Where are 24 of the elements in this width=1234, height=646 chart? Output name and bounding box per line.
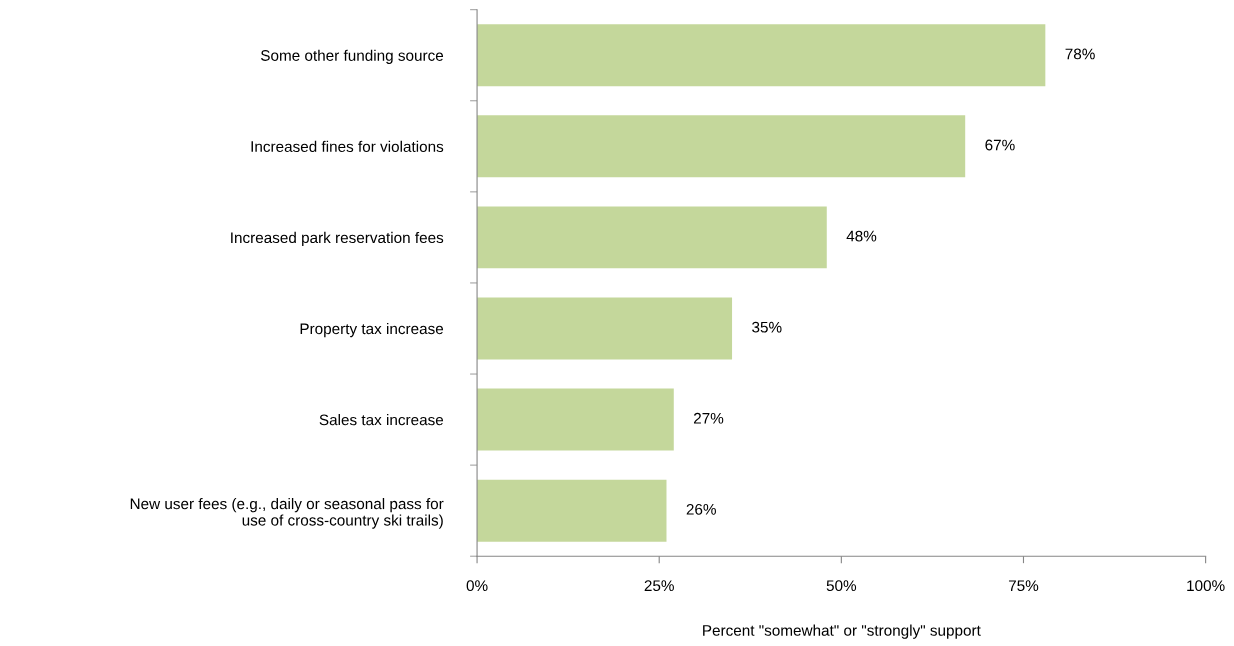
bar <box>477 24 1046 87</box>
bar <box>477 297 733 360</box>
y-tick-label: Increased park reservation fees <box>231 231 444 247</box>
x-tick-label: 25% <box>644 580 674 592</box>
data-label: 27% <box>693 412 724 424</box>
data-label: 48% <box>846 230 877 242</box>
x-tick-label: 100% <box>1187 580 1225 592</box>
y-tick-label: New user fees (e.g., daily or seasonal pass for use of cross-country ski trails) <box>130 498 444 529</box>
x-axis-title: Percent "somewhat" or "strongly" support <box>703 624 981 639</box>
bar <box>477 115 966 178</box>
x-tick-label: 0% <box>466 580 488 592</box>
bar <box>477 388 674 451</box>
data-label: 26% <box>686 503 716 515</box>
y-tick-label: Some other funding source <box>260 49 444 64</box>
y-tick-label: Sales tax increase <box>319 414 444 426</box>
bar <box>477 206 827 269</box>
bar <box>477 479 667 542</box>
x-tick-label: 50% <box>826 580 857 592</box>
y-tick-label: Property tax increase <box>300 322 444 338</box>
data-label: 35% <box>752 321 782 333</box>
x-tick-label: 75% <box>1008 580 1039 592</box>
y-tick-label: Increased fines for violations <box>251 140 444 153</box>
data-label: 67% <box>985 139 1015 151</box>
data-label: 78% <box>1065 48 1095 60</box>
